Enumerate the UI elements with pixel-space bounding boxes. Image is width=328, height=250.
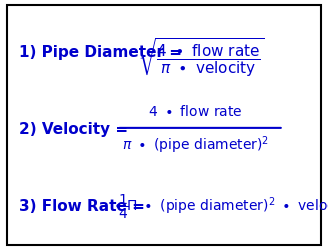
Text: 2) Velocity =: 2) Velocity = xyxy=(19,122,133,137)
Text: $\sqrt{\dfrac{4\ \bullet\ \mathrm{flow\ rate}}{\pi\ \bullet\ \mathrm{velocity}}}: $\sqrt{\dfrac{4\ \bullet\ \mathrm{flow\ … xyxy=(138,36,265,79)
Text: $4\ \bullet\ \mathrm{flow\ rate}$: $4\ \bullet\ \mathrm{flow\ rate}$ xyxy=(148,104,243,119)
Text: 1) Pipe Diameter =: 1) Pipe Diameter = xyxy=(19,46,187,60)
Text: $\pi\ \bullet\ \mathrm{(pipe\ diameter)}^{2}$: $\pi\ \bullet\ \mathrm{(pipe\ diameter)}… xyxy=(122,134,269,156)
Text: 3) Flow Rate =: 3) Flow Rate = xyxy=(19,199,150,214)
Text: $\dfrac{1}{4}$: $\dfrac{1}{4}$ xyxy=(118,192,129,221)
Text: $\bullet\ \Pi\ \bullet\ \mathrm{(pipe\ diameter)}^{2}\ \bullet\ \mathrm{velocity: $\bullet\ \Pi\ \bullet\ \mathrm{(pipe\ d… xyxy=(113,196,328,218)
